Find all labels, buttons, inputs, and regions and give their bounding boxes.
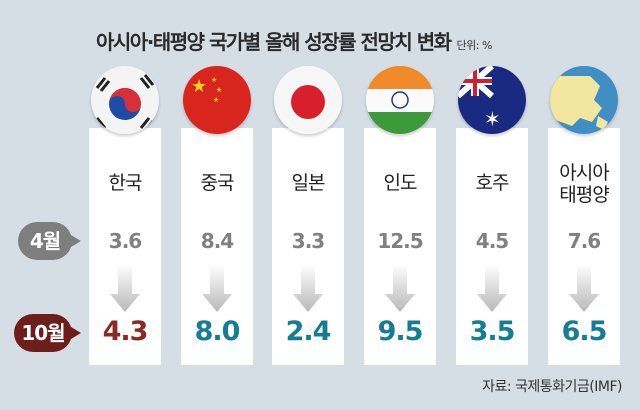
october-row-label: 10월	[14, 314, 81, 352]
country-name: 아시아 태평양	[559, 162, 609, 206]
arrow-down-icon	[110, 264, 140, 312]
october-value: 8.0	[194, 316, 241, 347]
globe-icon	[550, 66, 618, 134]
unit-label: 단위: %	[456, 39, 493, 52]
country-card	[364, 128, 436, 365]
svg-text:✶: ✶	[484, 107, 501, 131]
india-flag-icon	[366, 66, 434, 134]
country-card	[548, 128, 620, 365]
chart-title: 아시아·태평양 국가별 올해 성장률 전망치 변화 단위: %	[96, 26, 492, 55]
april-value: 4.5	[475, 229, 509, 253]
country-name: 한국	[108, 172, 143, 194]
arrow-down-icon	[477, 264, 507, 312]
arrow-down-icon	[569, 264, 599, 312]
april-value: 8.4	[200, 229, 234, 253]
svg-text:★: ★	[211, 76, 217, 84]
china-flag-icon: ★ ★ ★ ★	[183, 66, 251, 134]
country-name: 일본	[291, 172, 326, 194]
country-name: 호주	[475, 172, 510, 194]
japan-flag-icon	[274, 66, 342, 134]
svg-text:★: ★	[213, 96, 219, 104]
country-name: 중국	[200, 172, 235, 194]
country-name: 인도	[383, 172, 418, 194]
arrow-down-icon	[293, 264, 323, 312]
source-note: 자료: 국제통화기금(IMF)	[482, 379, 622, 395]
october-value: 6.5	[561, 316, 608, 347]
svg-text:★: ★	[191, 76, 207, 97]
country-card	[456, 128, 528, 365]
country-card	[89, 128, 161, 365]
country-card	[181, 128, 253, 365]
april-value: 3.6	[108, 229, 142, 253]
arrow-down-icon	[202, 264, 232, 312]
october-value: 4.3	[102, 316, 149, 347]
april-value: 12.5	[377, 229, 423, 253]
svg-text:★: ★	[216, 86, 222, 94]
korea-flag-icon	[91, 66, 159, 134]
april-value: 7.6	[567, 229, 601, 253]
arrow-down-icon	[385, 264, 415, 312]
title-text: 아시아·태평양 국가별 올해 성장률 전망치 변화	[96, 30, 452, 54]
october-value: 2.4	[285, 316, 332, 347]
april-value: 3.3	[291, 229, 325, 253]
october-value: 9.5	[377, 316, 424, 347]
country-card	[272, 128, 344, 365]
october-value: 3.5	[469, 316, 516, 347]
april-row-label: 4월	[18, 222, 81, 260]
australia-flag-icon: ✶	[458, 66, 526, 134]
